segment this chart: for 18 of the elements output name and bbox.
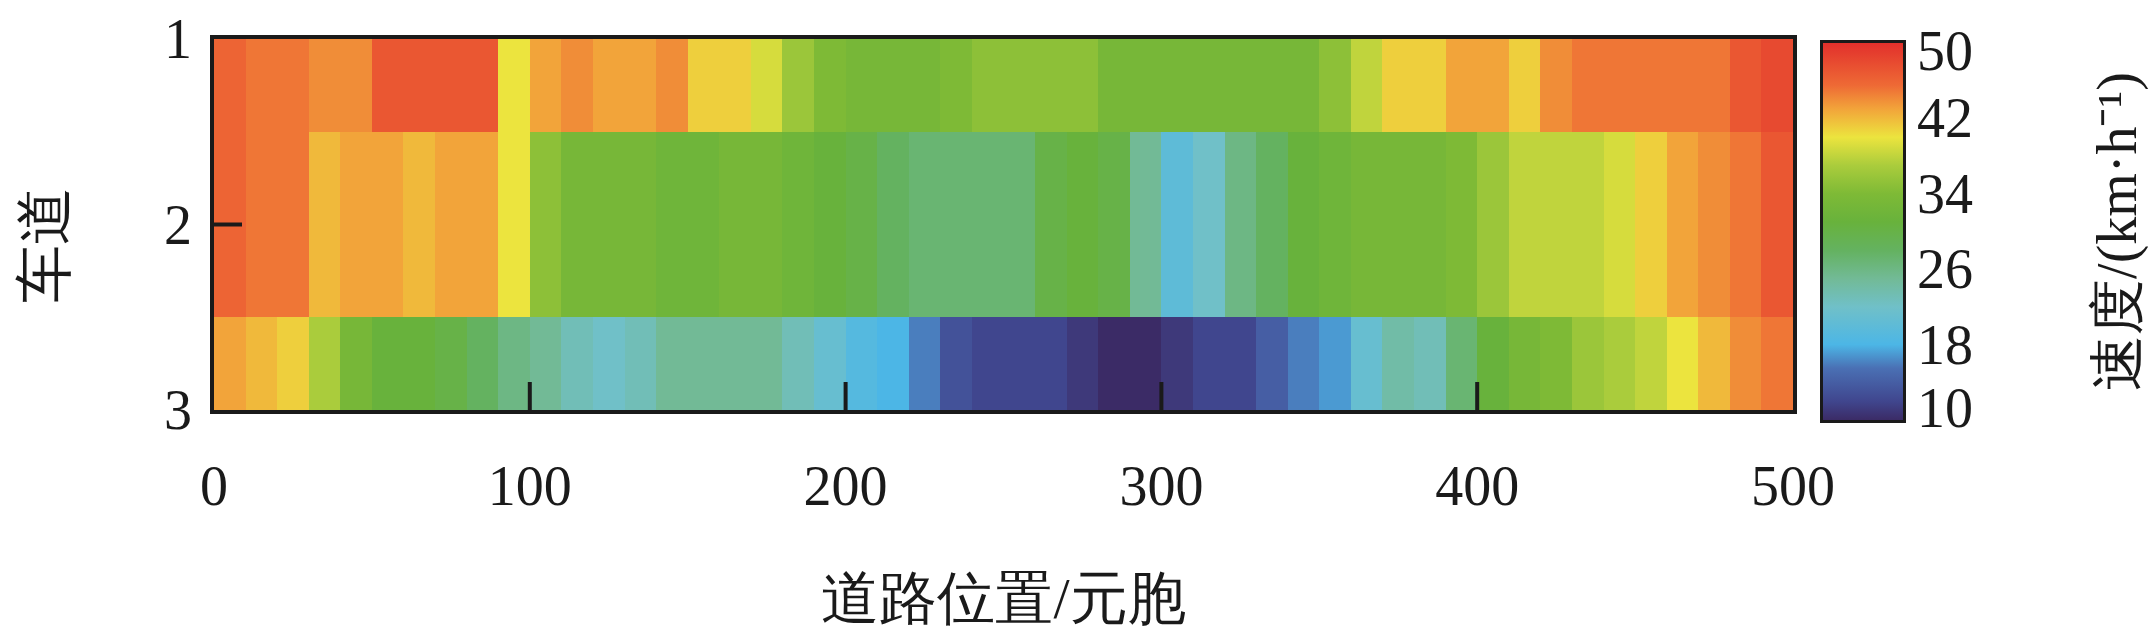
color-bar-label: 42 <box>1917 87 1973 150</box>
y-axis-title: 车道 <box>12 186 77 303</box>
x-tick-label: 300 <box>1119 455 1204 517</box>
x-tick-label: 100 <box>487 455 572 517</box>
color-bar-label: 18 <box>1917 313 1973 376</box>
y-tick-label: 1 <box>164 8 192 70</box>
x-tick-label: 500 <box>1751 455 1835 517</box>
color-bar-label: 10 <box>1917 377 1973 439</box>
color-bar-label: 34 <box>1917 162 1973 225</box>
x-tick-label: 0 <box>200 455 228 517</box>
y-tick-label: 2 <box>164 193 192 256</box>
y-tick-label: 3 <box>164 379 192 441</box>
x-tick-label: 400 <box>1435 455 1520 517</box>
color-bar-label: 26 <box>1917 238 1973 301</box>
color-bar-label: 50 <box>1917 20 1973 82</box>
x-axis-title: 道路位置/元胞 <box>821 566 1186 631</box>
color-bar-title: 速度/(km·h⁻¹) <box>2086 72 2149 391</box>
x-tick-label: 200 <box>803 455 888 517</box>
